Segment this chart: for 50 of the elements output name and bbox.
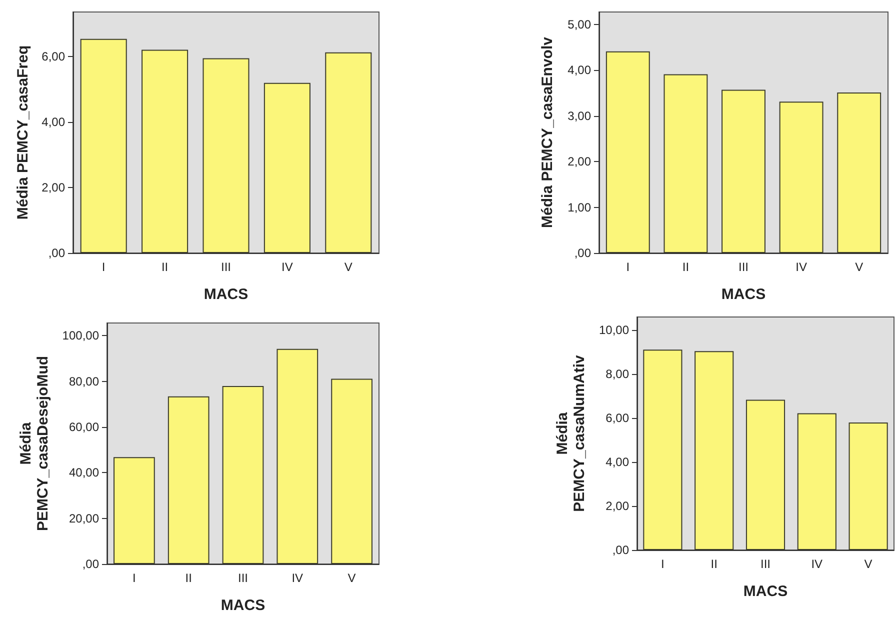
x-axis-title: MACS (721, 286, 766, 303)
x-tick-label: I (626, 260, 630, 274)
x-axis-title: MACS (204, 286, 248, 303)
x-tick-label: III (238, 571, 248, 585)
x-tick-label: II (682, 260, 690, 274)
x-tick-label: II (161, 260, 168, 274)
y-tick-label: 4,00 (568, 63, 592, 78)
x-axis-title: MACS (220, 597, 266, 614)
x-tick-label: III (220, 260, 232, 274)
y-tick-label: 40,00 (68, 466, 100, 480)
y-tick-label: 100,00 (62, 328, 100, 343)
x-tick-label: V (855, 260, 864, 274)
y-tick-label: 6,00 (42, 49, 66, 64)
y-tick-label: ,00 (82, 557, 100, 571)
y-axis-title: Média PEMCY_casaNumAtiv (554, 354, 588, 512)
x-tick-label: V (348, 571, 356, 585)
y-tick-label: 2,00 (42, 180, 66, 194)
x-tick-label: III (760, 557, 771, 571)
x-tick-label: IV (292, 571, 304, 585)
y-tick-label: 2,00 (568, 154, 592, 169)
x-tick-label: IV (282, 260, 293, 274)
x-axis-title: MACS (743, 583, 788, 600)
x-tick-label: II (710, 557, 718, 571)
x-tick-label: V (344, 260, 352, 274)
y-tick-label: 60,00 (68, 420, 100, 434)
y-tick-label: 10,00 (598, 322, 630, 337)
x-tick-label: IV (811, 557, 823, 571)
y-axis-title: Média PEMCY_casaDesejoMud (17, 356, 52, 532)
x-tick-label: III (738, 260, 749, 274)
y-tick-label: ,00 (612, 543, 630, 557)
y-tick-label: 6,00 (606, 410, 630, 425)
x-tick-label: I (102, 260, 106, 274)
x-tick-label: IV (796, 260, 807, 274)
x-tick-label: I (661, 557, 664, 571)
y-tick-label: 3,00 (568, 108, 592, 123)
x-tick-label: II (185, 571, 192, 585)
y-tick-label: 5,00 (568, 17, 592, 32)
y-tick-label: 8,00 (606, 366, 630, 381)
y-tick-label: ,00 (574, 246, 592, 260)
y-tick-label: 4,00 (606, 454, 630, 469)
y-tick-label: 2,00 (606, 498, 630, 513)
x-tick-label: I (132, 571, 136, 585)
y-tick-label: 1,00 (568, 200, 592, 214)
y-axis-title: Média PEMCY_casaEnvolv (539, 36, 556, 228)
y-axis-title: Média PEMCY_casaFreq (14, 45, 32, 220)
y-tick-label: 4,00 (42, 114, 66, 129)
y-tick-label: 20,00 (68, 511, 100, 526)
y-tick-label: 80,00 (68, 374, 100, 388)
y-tick-label: ,00 (48, 246, 66, 260)
x-tick-label: V (864, 557, 872, 571)
